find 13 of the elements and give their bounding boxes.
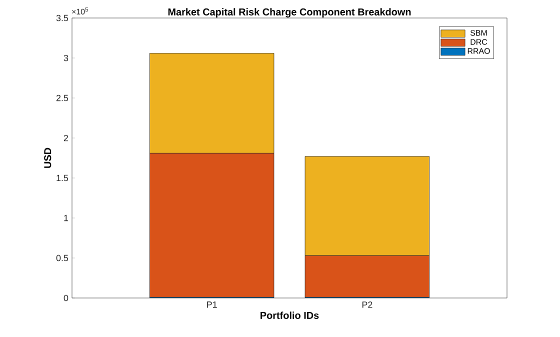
x-tick-label: P1 <box>207 302 217 308</box>
y-axis-title: USD <box>44 148 52 168</box>
x-tick-label: P2 <box>362 302 372 308</box>
x-axis-title: Portfolio IDs <box>260 312 319 319</box>
y-tick-label: 1.5 <box>56 174 68 182</box>
y-tick-label: 1 <box>64 214 68 222</box>
y-tick-label: 0.5 <box>56 254 68 262</box>
y-tick-label: 3 <box>64 54 68 62</box>
y-tick-label: 2 <box>64 134 68 142</box>
chart-title: Market Capital Risk Charge Component Breakdown <box>168 8 411 18</box>
y-tick-label: 0 <box>64 294 68 302</box>
y-tick-label: 3.5 <box>56 14 68 22</box>
y-tick-label: 2.5 <box>56 94 68 102</box>
